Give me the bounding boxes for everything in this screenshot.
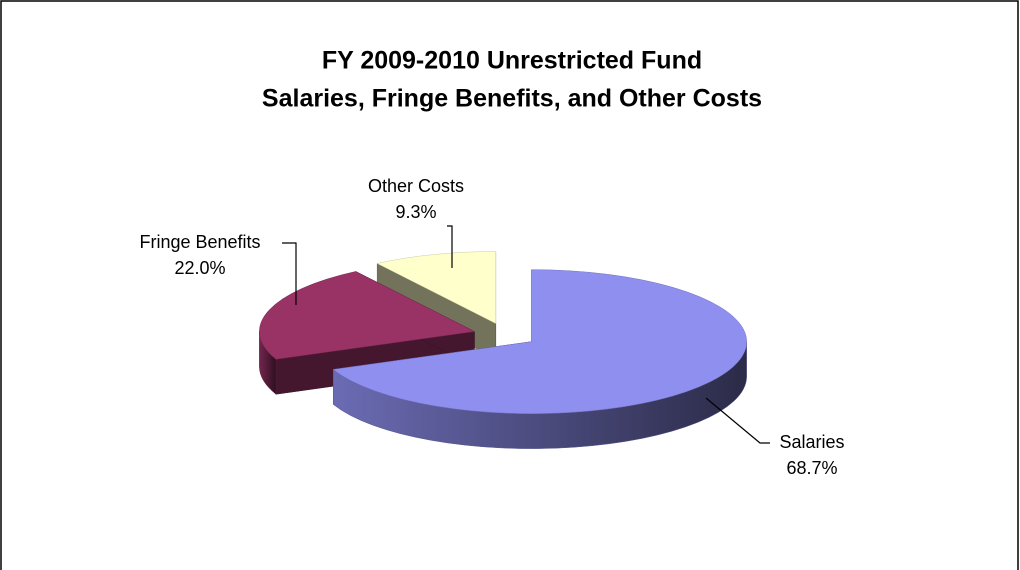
pie-slice	[332, 269, 747, 414]
slice-value: 9.3%	[395, 202, 436, 222]
slice-label: Salaries	[779, 432, 844, 452]
chart-title: Salaries, Fringe Benefits, and Other Cos…	[262, 85, 762, 113]
leader-line	[447, 225, 453, 268]
leader-line	[282, 242, 297, 305]
pie-slice	[259, 271, 476, 360]
slice-label: Other Costs	[368, 176, 464, 196]
slice-value: 68.7%	[786, 458, 837, 478]
slice-value: 22.0%	[174, 258, 225, 278]
leader-line	[705, 397, 770, 444]
pie-slice	[376, 251, 497, 324]
chart-title: FY 2009-2010 Unrestricted Fund	[322, 47, 702, 75]
slice-label: Fringe Benefits	[139, 232, 260, 252]
